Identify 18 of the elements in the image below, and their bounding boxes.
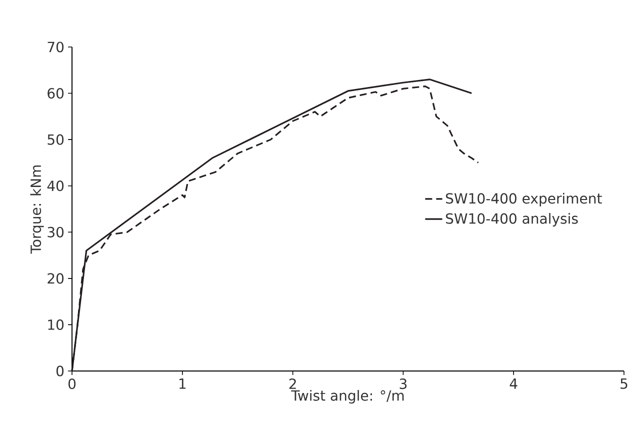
x-tick-label: 0	[68, 378, 76, 390]
y-tick-label: 30	[48, 226, 64, 238]
y-tick-label: 40	[47, 180, 64, 192]
x-tick-label: 1	[179, 378, 186, 389]
x-axis-title: Twist angle: °/m	[291, 390, 404, 404]
x-tick-label: 3	[400, 378, 407, 390]
x-tick-label: 4	[510, 378, 518, 389]
x-tick-label: 5	[620, 378, 628, 389]
y-tick-label: 50	[48, 134, 64, 145]
y-tick-label: 20	[48, 273, 64, 284]
legend-label: SW10-400 analysis	[446, 213, 578, 227]
x-tick-label: 2	[289, 378, 296, 389]
y-tick-label: 70	[48, 42, 64, 52]
y-tick-label: 10	[48, 319, 64, 330]
y-tick-label: 60	[48, 88, 64, 99]
y-axis-title: Torque: kNm	[30, 165, 44, 254]
y-tick-label: 0	[56, 366, 64, 376]
legend-label: SW10-400 experiment	[446, 192, 602, 206]
